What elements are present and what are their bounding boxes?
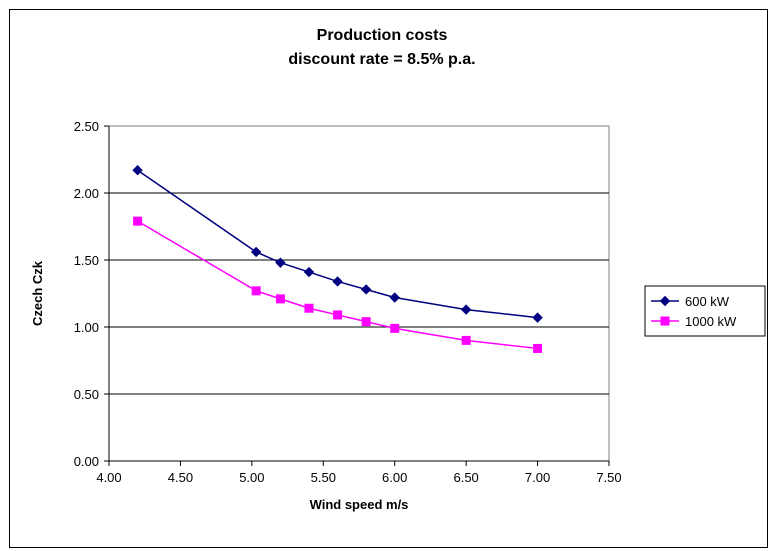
legend-marker [659,295,671,307]
square-point [304,303,314,313]
x-tick-label: 5.50 [311,470,336,485]
y-tick-label: 2.00 [74,186,99,201]
x-axis-ticks: 4.00 4.50 5.00 5.50 6.00 6.50 7.00 7.50 [96,461,622,485]
x-tick-label: 6.00 [382,470,407,485]
square-point [361,317,371,327]
x-tick-label: 5.00 [239,470,264,485]
plot-area [108,125,610,462]
x-tick-label: 4.50 [168,470,193,485]
chart-title-line: discount rate = 8.5% p.a. [288,51,475,68]
legend-box [644,285,766,337]
legend-label: 600 kW [685,294,730,309]
diamond-point [250,246,262,258]
square-point [533,343,543,353]
series [132,165,543,353]
diamond-point [360,284,372,295]
plot-background [108,125,610,462]
diamond-point [132,165,143,176]
gridlines [109,192,609,395]
chart-title: Production costs discount rate = 8.5% p.a… [288,27,475,68]
square-point [251,286,261,296]
y-tick-label: 0.50 [74,387,99,402]
square-point [461,335,471,345]
y-tick-label: 1.00 [74,320,99,335]
x-tick-label: 4.00 [96,470,121,485]
y-axis-ticks: 0.00 0.50 1.00 1.50 2.00 2.50 [74,119,109,469]
chart-title-line: Production costs [317,27,448,44]
y-tick-label: 2.50 [74,119,99,134]
square-point [275,294,285,304]
diamond-point [389,292,400,303]
x-axis-title: Wind speed m/s [310,497,409,512]
line-chart: Production costs discount rate = 8.5% p.a… [30,27,766,512]
diamond-point [460,304,472,315]
legend-item: 600 kW [651,294,730,309]
legend-marker [660,316,670,326]
x-tick-label: 6.50 [453,470,478,485]
chart-frame: Production costs discount rate = 8.5% p.a… [9,9,768,548]
y-axis-title: Czech Czk [30,260,45,326]
series-1 [133,216,543,353]
square-point [333,310,343,320]
diamond-point [532,312,543,323]
y-tick-label: 0.00 [74,454,99,469]
diamond-point [275,257,286,268]
y-tick-label: 1.50 [74,253,99,268]
legend: 600 kW 1000 kW [644,285,766,337]
axes [108,126,609,462]
series-0 [132,165,543,323]
diamond-point [332,276,343,287]
square-point [133,216,143,226]
legend-item: 1000 kW [651,314,737,329]
x-tick-label: 7.50 [596,470,621,485]
legend-label: 1000 kW [685,314,737,329]
diamond-point [303,266,315,278]
square-point [390,323,400,333]
x-tick-label: 7.00 [525,470,550,485]
